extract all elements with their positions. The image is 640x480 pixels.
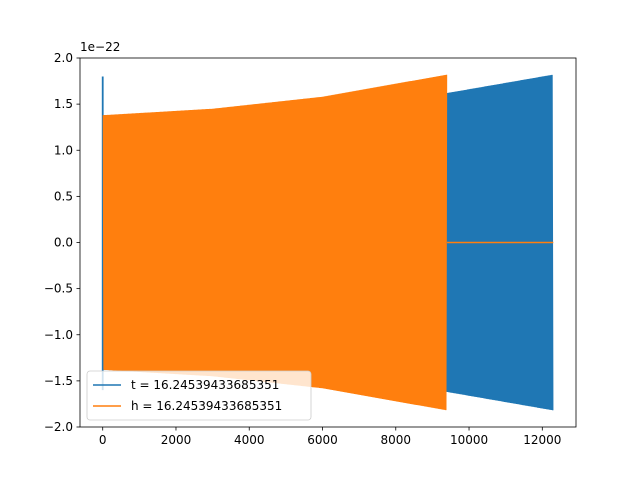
y-tick-label: 0.5 [54,189,73,203]
y-tick-label: −1.0 [44,328,73,342]
y-tick-label: 1.5 [54,97,73,111]
y-tick-label: 2.0 [54,51,73,65]
y-tick-label: −1.5 [44,374,73,388]
legend-box [86,370,312,421]
x-tick-label: 8000 [380,433,411,447]
x-tick-label: 10000 [450,433,488,447]
series-h-line [102,74,448,411]
x-axis: 0 2000 4000 6000 8000 10000 12000 [99,427,561,447]
y-tick-label: −2.0 [44,420,73,434]
x-tick-label: 12000 [523,433,561,447]
y-axis: −2.0 −1.5 −1.0 −0.5 0.0 0.5 1.0 1.5 2.0 [44,51,80,434]
y-tick-label: 1.0 [54,143,73,157]
x-tick-label: 4000 [234,433,265,447]
legend-label-h: h = 16.24539433685351 [131,399,282,413]
x-tick-label: 2000 [161,433,192,447]
y-tick-label: 0.0 [54,236,73,250]
y-tick-label: −0.5 [44,282,73,296]
y-offset-text: 1e−22 [80,40,120,54]
x-tick-label: 0 [99,433,107,447]
legend-label-t: t = 16.24539433685351 [131,378,279,392]
x-tick-label: 6000 [307,433,338,447]
series-layer [101,74,554,411]
legend: t = 16.24539433685351 h = 16.24539433685… [86,370,312,421]
